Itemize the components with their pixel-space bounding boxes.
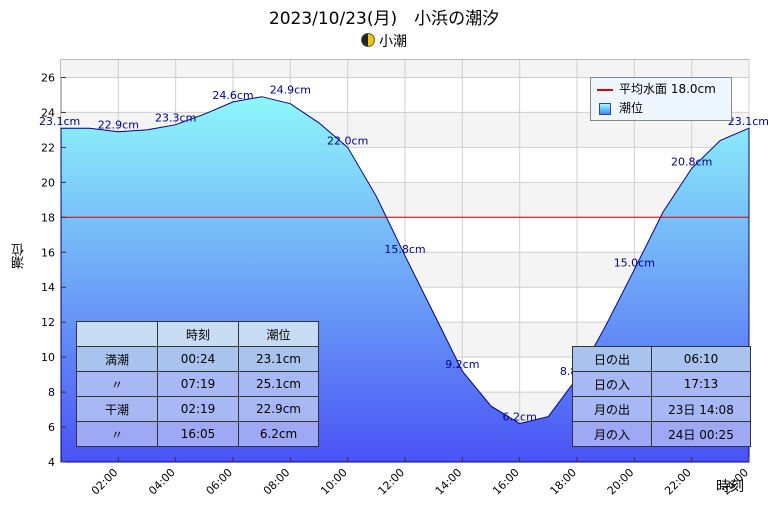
data-label: 24.6cm xyxy=(212,89,253,102)
sun-moon-label: 日の入 xyxy=(572,371,652,397)
legend: 平均水面 18.0cm 潮位 xyxy=(590,77,732,121)
sun-moon-table: 日の出 06:10 日の入 17:13 月の出 23日 14:08 月の入 24日 00… xyxy=(572,346,751,447)
data-label: 23.3cm xyxy=(155,112,196,125)
y-tick-label: 16 xyxy=(41,246,55,259)
tide-swatch xyxy=(599,102,611,115)
legend-tide-label: 潮位 xyxy=(619,101,644,115)
tide-time: 00:24 xyxy=(157,346,239,372)
y-tick-label: 22 xyxy=(41,141,55,154)
x-tick-label: 04:00 xyxy=(146,466,178,498)
tide-type: 干潮 xyxy=(76,396,158,422)
y-tick-label: 24 xyxy=(41,106,55,119)
moon-phase-label: 小潮 xyxy=(379,34,407,50)
y-tick-label: 14 xyxy=(41,281,55,294)
y-axis-label: 潮位 xyxy=(12,243,27,269)
sun-moon-time: 17:13 xyxy=(651,371,751,397)
x-tick-label: 18:00 xyxy=(548,466,580,498)
tide-time: 02:19 xyxy=(157,396,239,422)
x-axis-label: 時刻 xyxy=(716,479,744,495)
y-tick-label: 4 xyxy=(48,456,55,469)
tide-time: 07:19 xyxy=(157,371,239,397)
data-label: 22.9cm xyxy=(98,119,139,132)
sun-moon-time: 24日 00:25 xyxy=(651,421,751,447)
sun-moon-time: 06:10 xyxy=(651,346,751,372)
legend-tide: 潮位 xyxy=(597,99,643,117)
y-tick-label: 18 xyxy=(41,211,55,224)
sun-moon-label: 月の入 xyxy=(572,421,652,447)
tide-time: 16:05 xyxy=(157,421,239,447)
mean-line-swatch xyxy=(597,88,613,91)
legend-mean-label: 平均水面 18.0cm xyxy=(619,82,716,96)
page-title: 2023/10/23(月) 小浜の潮汐 xyxy=(268,9,500,29)
tide-level: 6.2cm xyxy=(238,421,319,447)
tide-level: 22.9cm xyxy=(238,396,319,422)
y-tick-label: 8 xyxy=(48,386,55,399)
tide-table-header: 時刻 xyxy=(157,321,239,347)
moon-phase: 小潮 xyxy=(0,31,768,51)
data-label: 15.8cm xyxy=(384,243,425,256)
tide-type: 満潮 xyxy=(76,346,158,372)
tide-level: 25.1cm xyxy=(238,371,319,397)
x-tick-label: 10:00 xyxy=(318,466,350,498)
y-tick-label: 26 xyxy=(41,71,55,84)
data-label: 9.2cm xyxy=(445,358,479,371)
x-tick-label: 02:00 xyxy=(89,466,121,498)
x-tick-label: 12:00 xyxy=(376,466,408,498)
legend-mean: 平均水面 18.0cm xyxy=(597,80,716,98)
data-label: 24.9cm xyxy=(270,84,311,97)
tide-type: 〃 xyxy=(76,371,158,397)
y-tick-label: 10 xyxy=(41,351,55,364)
sun-moon-time: 23日 14:08 xyxy=(651,396,751,422)
tide-level: 23.1cm xyxy=(238,346,319,372)
x-tick-label: 08:00 xyxy=(261,466,293,498)
data-label: 15.0cm xyxy=(614,257,655,270)
x-tick-label: 16:00 xyxy=(490,466,522,498)
sun-moon-label: 日の出 xyxy=(572,346,652,372)
tide-table: 時刻 潮位 満潮 00:24 23.1cm 〃 07:19 25.1cm 干潮 02:19… xyxy=(76,321,319,447)
x-tick-label: 14:00 xyxy=(433,466,465,498)
tide-table-header xyxy=(76,321,158,347)
x-tick-label: 20:00 xyxy=(605,466,637,498)
tide-type: 〃 xyxy=(76,421,158,447)
moon-phase-icon xyxy=(361,33,375,47)
y-tick-label: 6 xyxy=(48,421,55,434)
x-tick-label: 22:00 xyxy=(662,466,694,498)
data-label: 23.1cm xyxy=(728,115,768,128)
data-label: 22.0cm xyxy=(327,134,368,147)
data-label: 23.1cm xyxy=(39,115,80,128)
y-tick-label: 20 xyxy=(41,176,55,189)
x-tick-label: 06:00 xyxy=(204,466,236,498)
y-tick-label: 12 xyxy=(41,316,55,329)
tide-table-header: 潮位 xyxy=(238,321,319,347)
data-label: 20.8cm xyxy=(671,155,712,168)
sun-moon-label: 月の出 xyxy=(572,396,652,422)
data-label: 6.2cm xyxy=(503,411,537,424)
